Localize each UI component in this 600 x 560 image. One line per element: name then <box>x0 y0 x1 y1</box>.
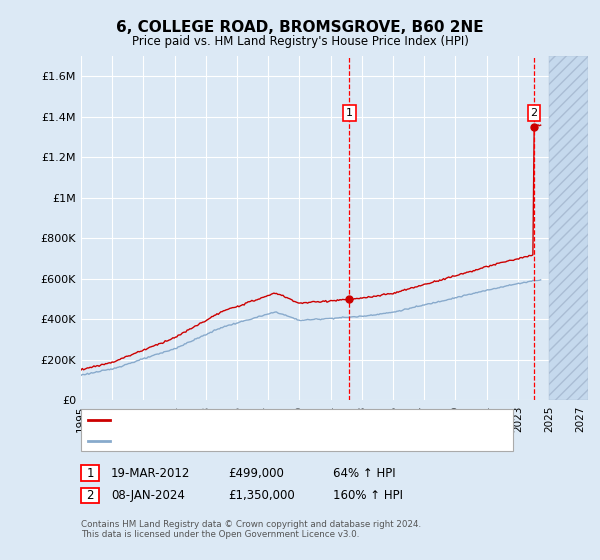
Text: £1,350,000: £1,350,000 <box>228 489 295 502</box>
Text: 1: 1 <box>346 108 353 118</box>
Text: 08-JAN-2024: 08-JAN-2024 <box>111 489 185 502</box>
Text: 6, COLLEGE ROAD, BROMSGROVE, B60 2NE (detached house): 6, COLLEGE ROAD, BROMSGROVE, B60 2NE (de… <box>114 415 453 425</box>
Text: 6, COLLEGE ROAD, BROMSGROVE, B60 2NE: 6, COLLEGE ROAD, BROMSGROVE, B60 2NE <box>116 20 484 35</box>
Text: 2: 2 <box>86 489 94 502</box>
Text: 160% ↑ HPI: 160% ↑ HPI <box>333 489 403 502</box>
Text: Price paid vs. HM Land Registry's House Price Index (HPI): Price paid vs. HM Land Registry's House … <box>131 35 469 48</box>
Bar <box>549 56 588 400</box>
Text: 64% ↑ HPI: 64% ↑ HPI <box>333 466 395 480</box>
Text: HPI: Average price, detached house, Bromsgrove: HPI: Average price, detached house, Brom… <box>114 436 382 446</box>
Text: 19-MAR-2012: 19-MAR-2012 <box>111 466 190 480</box>
Text: 2: 2 <box>530 108 538 118</box>
Text: 1: 1 <box>86 466 94 480</box>
Text: £499,000: £499,000 <box>228 466 284 480</box>
Text: Contains HM Land Registry data © Crown copyright and database right 2024.
This d: Contains HM Land Registry data © Crown c… <box>81 520 421 539</box>
